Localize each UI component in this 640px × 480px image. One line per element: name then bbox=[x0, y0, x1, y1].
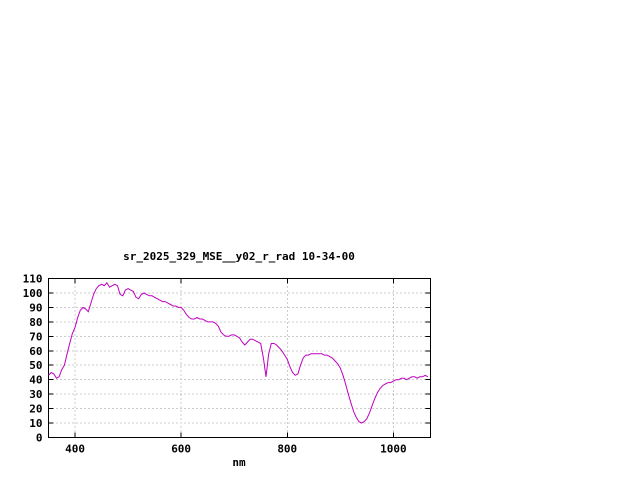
series-line bbox=[48, 281, 429, 424]
x-tick-label: 800 bbox=[277, 443, 297, 456]
x-axis-label: nm bbox=[232, 456, 246, 469]
y-tick-label: 50 bbox=[29, 359, 42, 372]
chart-title: sr_2025_329_MSE__y02_r_rad 10-34-00 bbox=[123, 250, 355, 263]
y-tick-label: 40 bbox=[29, 374, 42, 387]
y-tick-label: 80 bbox=[29, 316, 42, 329]
plot-border bbox=[48, 278, 431, 438]
x-tick-label: 600 bbox=[171, 443, 191, 456]
y-tick-label: 100 bbox=[23, 287, 43, 300]
x-tick-label: 400 bbox=[65, 443, 85, 456]
y-tick-label: 0 bbox=[36, 432, 43, 445]
y-tick-label: 90 bbox=[29, 301, 42, 314]
y-tick-label: 110 bbox=[23, 273, 43, 286]
y-tick-label: 60 bbox=[29, 345, 42, 358]
y-tick-label: 20 bbox=[29, 403, 42, 416]
y-tick-label: 30 bbox=[29, 388, 42, 401]
x-tick-label: 1000 bbox=[380, 443, 407, 456]
y-tick-label: 10 bbox=[29, 417, 42, 430]
y-tick-label: 70 bbox=[29, 330, 42, 343]
